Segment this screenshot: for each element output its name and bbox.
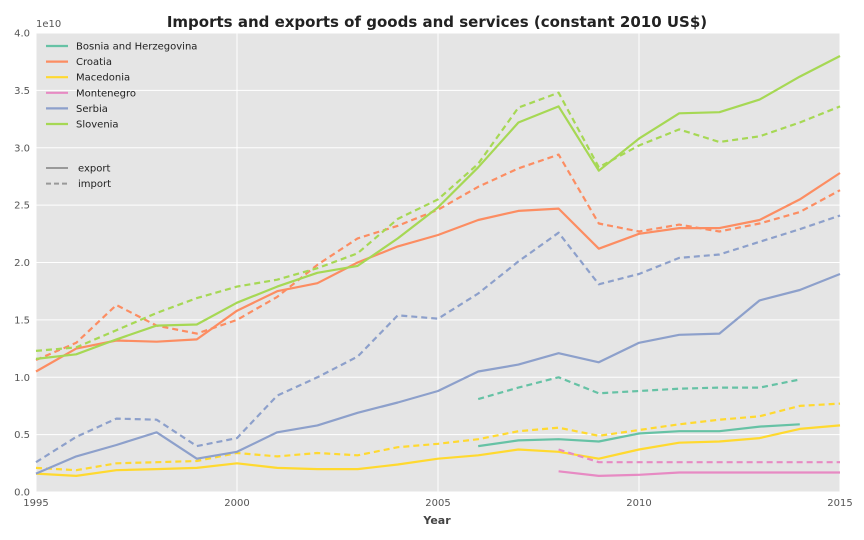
x-tick-label: 2015 <box>827 498 852 509</box>
legend-label: Bosnia and Herzegovina <box>76 42 197 53</box>
y-tick-label: 4.0 <box>14 29 30 40</box>
series-line-export <box>35 172 841 373</box>
legend-label: Serbia <box>76 104 108 115</box>
legend-label: Montenegro <box>76 88 136 99</box>
series-line-import <box>35 214 841 464</box>
y-tick-label: 2.0 <box>14 258 30 269</box>
legend: Bosnia and Herzegovina Croatia Macedonia Mo… <box>46 42 197 190</box>
legend-label: import <box>78 179 111 190</box>
grid-lines <box>35 32 841 493</box>
y-tick-label: 0.5 <box>14 430 30 441</box>
legend-label: Macedonia <box>76 73 130 84</box>
series-line-export <box>35 55 841 360</box>
y-tick-label: 0.0 <box>14 488 30 499</box>
legend-label: Croatia <box>76 57 112 68</box>
x-axis-label: Year <box>422 514 451 527</box>
y-tick-label: 3.5 <box>14 86 30 97</box>
series-line-export <box>35 424 841 477</box>
series-line-import <box>477 376 801 401</box>
x-tick-label: 2005 <box>425 498 450 509</box>
y-tick-label: 2.5 <box>14 201 30 212</box>
y-tick-label: 1.0 <box>14 373 30 384</box>
series-line-import <box>558 448 840 464</box>
series-line-export <box>35 272 841 475</box>
tick-labels: 0.0 0.5 1.0 1.5 2.0 2.5 3.0 3.5 4.0 1995 2000 2005 2… <box>14 29 853 510</box>
legend-label: export <box>78 164 110 175</box>
series-lines <box>35 55 841 477</box>
legend-label: Slovenia <box>76 120 119 131</box>
y-tick-label: 1.5 <box>14 315 30 326</box>
chart-title: Imports and exports of goods and service… <box>167 13 707 31</box>
y-axis-offset-label: 1e10 <box>36 19 61 30</box>
x-tick-label: 2000 <box>224 498 249 509</box>
series-line-export <box>478 423 800 448</box>
series-line-import <box>35 91 841 352</box>
x-tick-label: 1995 <box>23 498 48 509</box>
series-line-import <box>35 402 841 472</box>
series-line-export <box>558 470 840 477</box>
x-tick-label: 2010 <box>626 498 651 509</box>
y-tick-label: 3.0 <box>14 143 30 154</box>
